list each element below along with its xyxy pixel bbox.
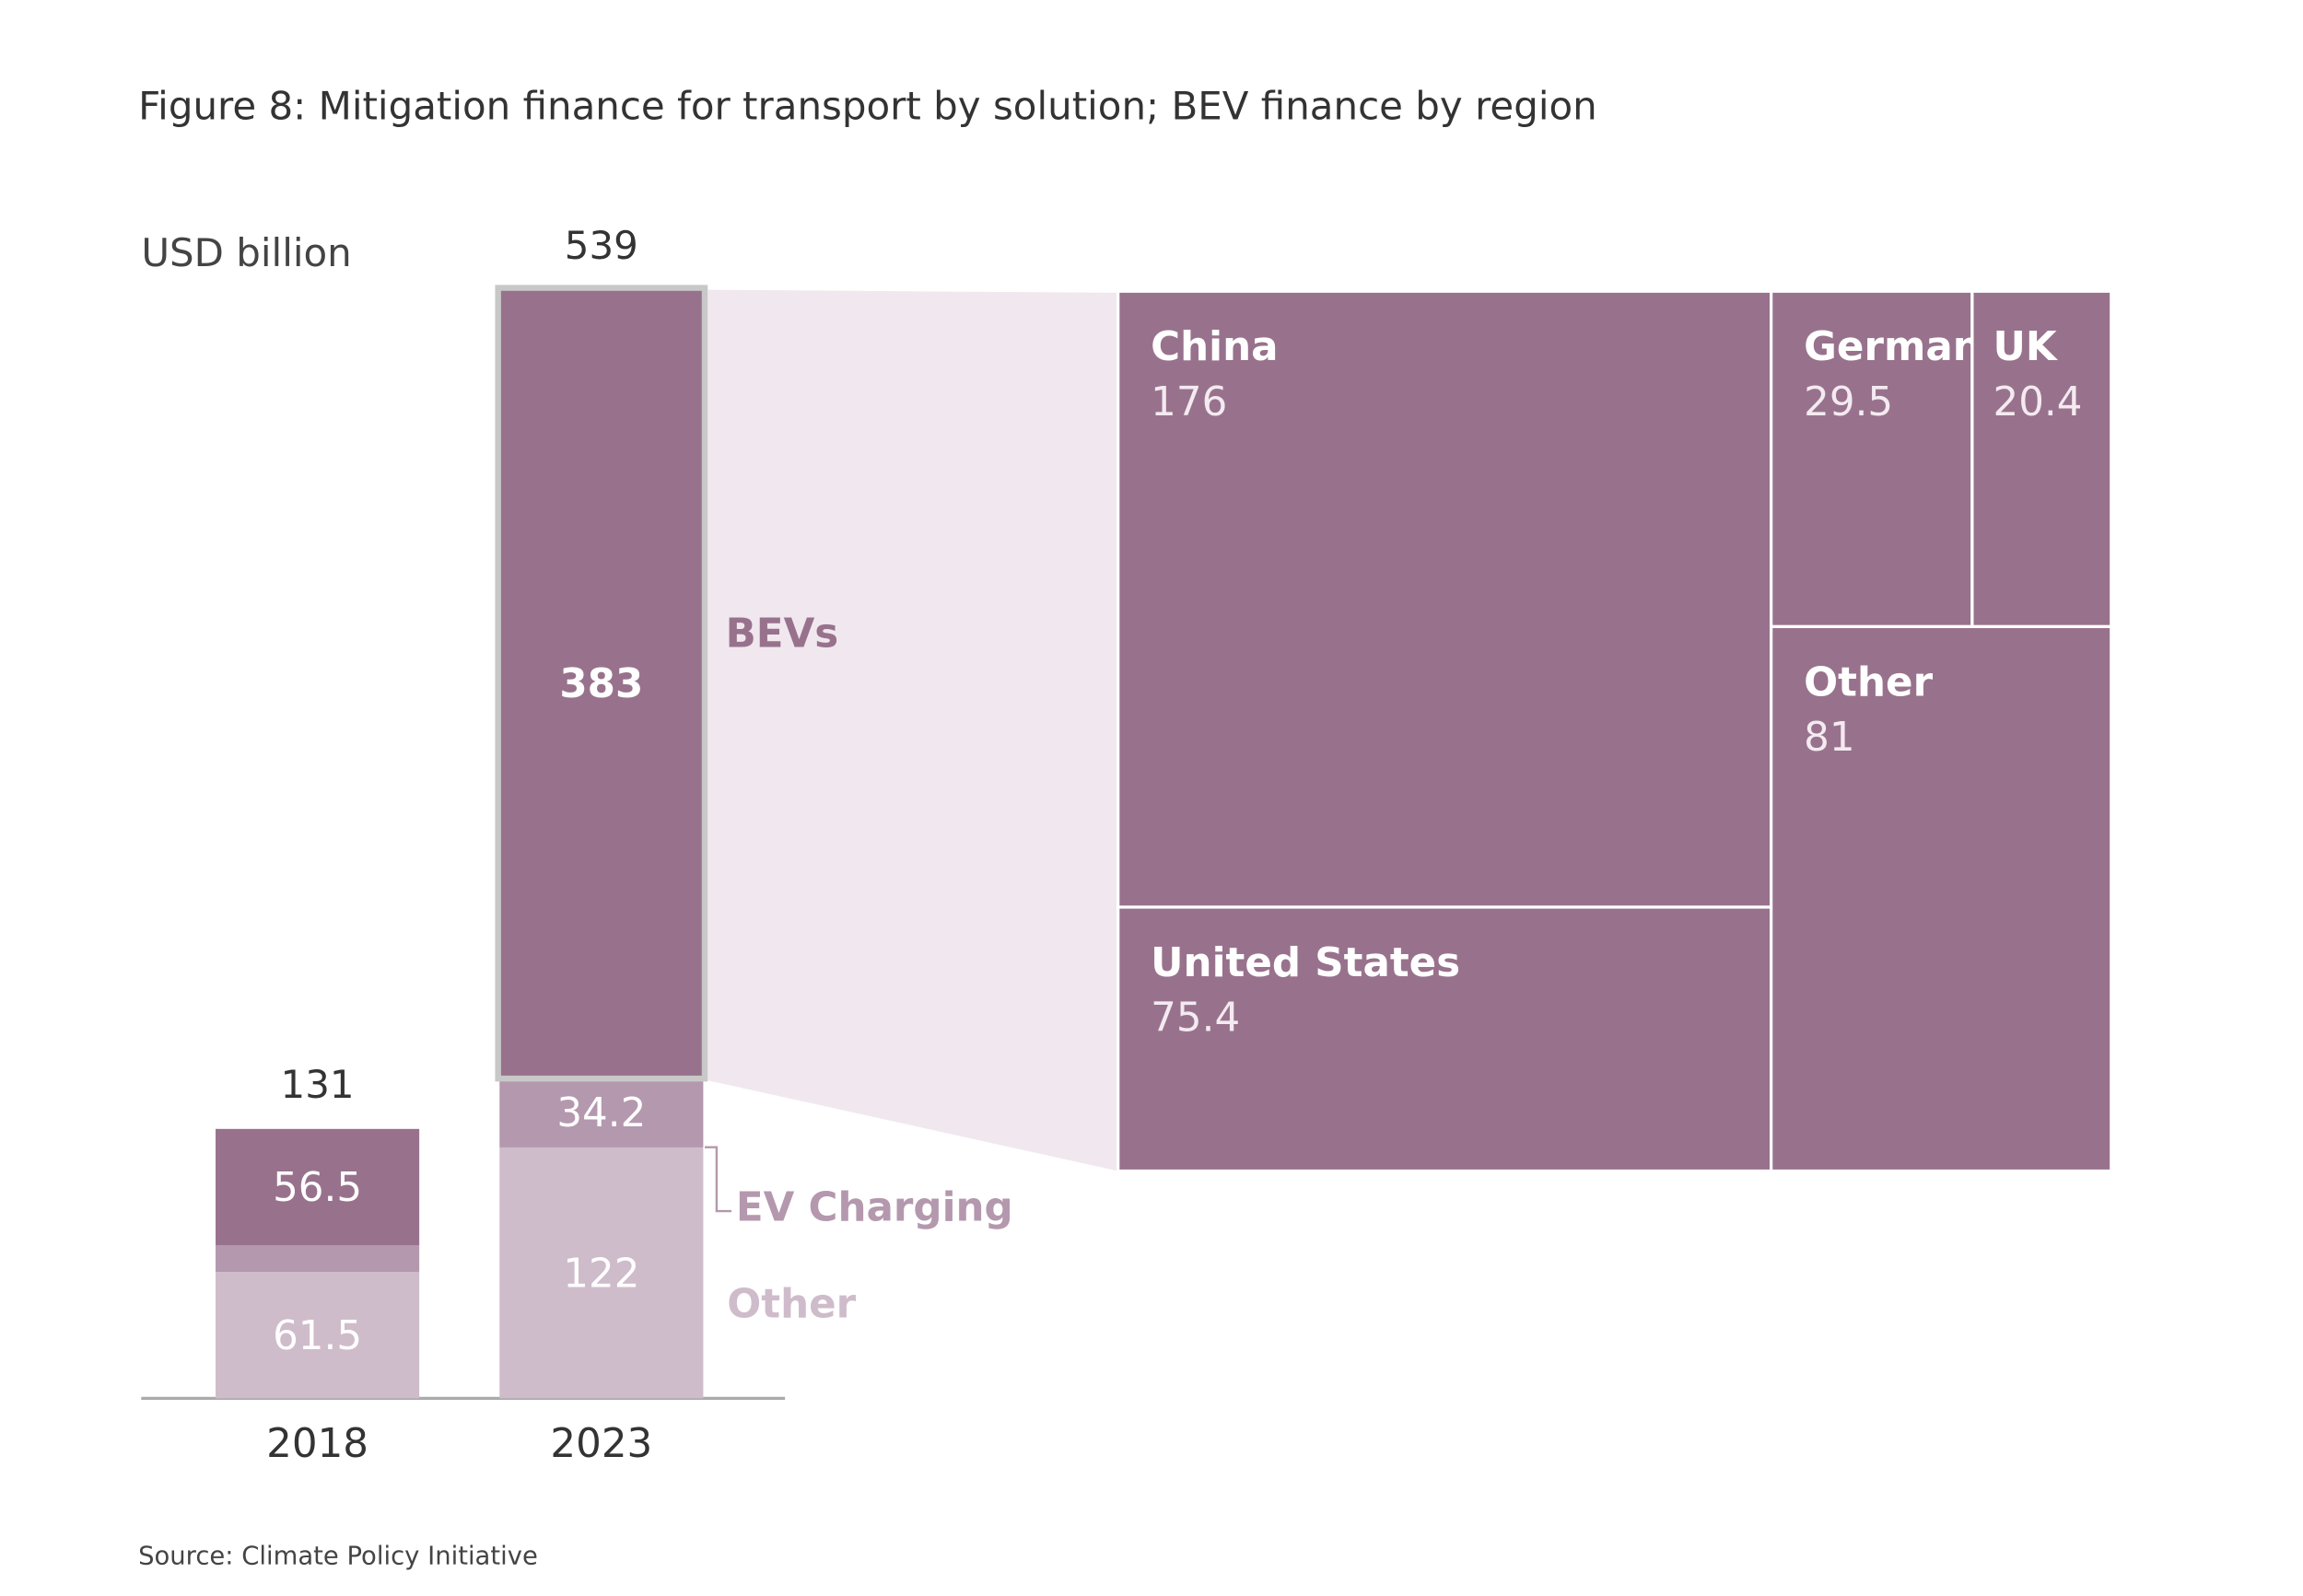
- data-label: 61.5: [273, 1313, 362, 1359]
- source: Source: Climate Policy Initiative: [138, 1543, 538, 1571]
- treemap-cell: [1116, 905, 1773, 1173]
- bar-segment: [499, 289, 704, 1078]
- cell-name: China: [1151, 324, 1278, 370]
- legend-label: Other: [727, 1281, 856, 1327]
- treemap-cell: [1116, 289, 1773, 909]
- data-label: 56.5: [273, 1165, 362, 1211]
- total-label: 131: [281, 1062, 355, 1107]
- treemap-cell: [1970, 289, 2113, 629]
- data-label: 122: [563, 1251, 639, 1297]
- treemap-cell: [1770, 624, 2113, 1173]
- bar-segment: [216, 1128, 420, 1246]
- bar-segment: [216, 1272, 420, 1399]
- bar-segment: [499, 1147, 704, 1399]
- bar-segment: [216, 1245, 420, 1273]
- bar-segment: [499, 1077, 704, 1147]
- data-label: 383: [559, 661, 643, 707]
- x-tick-label: 2023: [550, 1421, 652, 1467]
- cell-value: 75.4: [1151, 996, 1240, 1042]
- cell-value: 176: [1151, 379, 1227, 425]
- x-tick-label: 2018: [266, 1421, 368, 1467]
- connector: [707, 289, 1118, 1171]
- cell-name: United States: [1151, 940, 1460, 986]
- data-label: 34.2: [556, 1090, 646, 1136]
- leader-line: [705, 1146, 732, 1213]
- cell-name: Other: [1804, 659, 1933, 705]
- total-label: 539: [565, 223, 638, 268]
- cell-value: 81: [1804, 715, 1854, 761]
- cell-value: 29.5: [1804, 379, 1893, 425]
- cell-value: 20.4: [1993, 379, 2082, 425]
- y-axis-label: USD billion: [141, 230, 351, 275]
- chart-title: Figure 8: Mitigation finance for transpo…: [138, 83, 1597, 128]
- highlight-outline: [495, 285, 708, 1082]
- legend-label: BEVs: [726, 612, 839, 658]
- cell-name: UK: [1993, 324, 2058, 370]
- legend-label: EV Charging: [736, 1184, 1013, 1230]
